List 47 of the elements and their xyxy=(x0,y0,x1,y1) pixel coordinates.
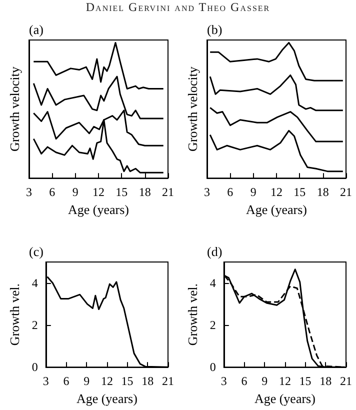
x-tick-label: 12 xyxy=(278,374,291,388)
y-tick-label: 4 xyxy=(210,276,216,290)
x-tick-label: 21 xyxy=(162,374,174,388)
x-tick-label: 6 xyxy=(227,185,234,200)
x-tick-label: 12 xyxy=(92,185,104,200)
x-tick-label: 15 xyxy=(121,374,134,388)
x-tick-label: 12 xyxy=(100,374,113,388)
x-tick-label: 21 xyxy=(340,185,352,200)
y-axis-title: Growth velocity xyxy=(7,66,22,152)
x-axis-title: Age (years) xyxy=(76,391,138,406)
x-tick-label: 15 xyxy=(299,374,312,388)
x-tick-label: 21 xyxy=(340,374,352,388)
x-tick-label: 18 xyxy=(320,374,332,388)
x-tick-label: 15 xyxy=(294,185,306,200)
x-tick-label: 12 xyxy=(270,185,282,200)
x-tick-label: 9 xyxy=(72,185,78,200)
y-tick-label: 4 xyxy=(32,276,38,290)
x-tick-label: 3 xyxy=(220,374,227,388)
x-tick-label: 6 xyxy=(241,374,248,388)
y-axis-title: Growth vel. xyxy=(7,283,22,346)
text: Daniel Gervini and Theo Gasser xyxy=(84,0,272,15)
y-tick-label: 2 xyxy=(210,318,216,332)
x-tick-label: 9 xyxy=(250,185,256,200)
y-tick-label: 2 xyxy=(32,318,38,332)
x-axis-title: Age (years) xyxy=(254,391,316,406)
chart-title: (c) xyxy=(29,244,44,259)
x-tick-label: 15 xyxy=(116,185,128,200)
y-axis-title: Growth vel. xyxy=(185,283,200,346)
x-tick-label: 18 xyxy=(316,185,329,200)
chart-title: (d) xyxy=(207,244,222,259)
chart-title: (b) xyxy=(207,22,222,37)
chart-title: (a) xyxy=(29,22,44,37)
x-tick-label: 9 xyxy=(84,374,90,388)
x-tick-label: 6 xyxy=(49,185,56,200)
x-tick-label: 3 xyxy=(26,185,32,200)
y-tick-label: 0 xyxy=(32,360,38,374)
y-tick-label: 0 xyxy=(210,360,216,374)
x-tick-label: 18 xyxy=(142,374,154,388)
x-axis-title: Age (years) xyxy=(246,202,307,217)
y-axis-title: Growth velocity xyxy=(185,66,200,152)
x-tick-label: 3 xyxy=(204,185,210,200)
x-axis-title: Age (years) xyxy=(68,202,129,217)
x-tick-label: 18 xyxy=(138,185,151,200)
x-tick-label: 3 xyxy=(42,374,49,388)
x-tick-label: 9 xyxy=(262,374,268,388)
x-tick-label: 21 xyxy=(162,185,174,200)
x-tick-label: 6 xyxy=(63,374,70,388)
